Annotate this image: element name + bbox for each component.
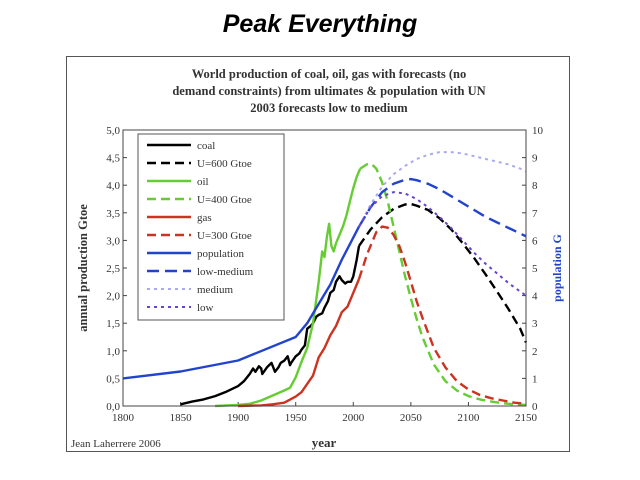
y-left-tick-label: 2,0 <box>106 291 120 303</box>
series-line-coal <box>180 245 361 406</box>
x-tick-label: 2050 <box>400 412 423 424</box>
y-left-tick-label: 2,5 <box>106 263 120 275</box>
legend: coal U=600 Gtoe oil U=400 Gtoe gas U=300 Gtoe… <box>137 133 285 321</box>
axis-ticks: 1800 1850 1900 1950 2000 2050 2100 21500,00,51,… <box>106 125 543 424</box>
series-lines <box>122 151 528 408</box>
x-tick-label: 2150 <box>515 412 538 424</box>
y-left-tick-label: 4,5 <box>106 153 120 165</box>
y-right-tick-label: 2 <box>532 346 538 358</box>
x-tick-label: 1950 <box>285 412 308 424</box>
y-right-tick-label: 0 <box>532 401 538 413</box>
chart-title-line-3: 2003 forecasts low to medium <box>250 101 408 115</box>
series-line-u-400-gtoe <box>359 162 527 407</box>
y-right-tick-label: 7 <box>532 208 538 220</box>
x-tick-label: 1900 <box>227 412 250 424</box>
y-right-tick-label: 4 <box>532 291 538 303</box>
legend-label-coal: coal <box>197 140 215 152</box>
y-right-tick-label: 10 <box>532 125 544 137</box>
series-line-u-300-gtoe <box>357 225 527 405</box>
slide-title: Peak Everything <box>222 10 418 38</box>
credit-text: Jean Laherrere 2006 <box>71 438 161 450</box>
y-left-tick-label: 5,0 <box>106 125 120 137</box>
legend-label-u-600-gtoe: U=600 Gtoe <box>197 158 252 170</box>
legend-label-low: low <box>197 302 214 314</box>
legend-label-u-400-gtoe: U=400 Gtoe <box>197 194 252 206</box>
y-right-tick-label: 3 <box>532 318 538 330</box>
legend-label-oil: oil <box>197 176 209 188</box>
y-left-tick-label: 4,0 <box>106 180 120 192</box>
series-line-oil <box>215 168 362 408</box>
x-tick-label: 2000 <box>342 412 365 424</box>
chart-frame: World production of coal, oil, gas with … <box>66 56 570 452</box>
y-right-tick-label: 9 <box>532 153 538 165</box>
series-line-gas <box>238 278 361 408</box>
y-left-tick-label: 3,0 <box>106 235 120 247</box>
y-right-tick-label: 8 <box>532 180 538 192</box>
legend-label-medium: medium <box>197 284 233 296</box>
y-left-tick-label: 1,0 <box>106 346 120 358</box>
x-tick-label: 2100 <box>457 412 480 424</box>
x-tick-label: 1800 <box>112 412 135 424</box>
y-left-tick-label: 0,0 <box>106 401 120 413</box>
y-left-tick-label: 3,5 <box>106 208 120 220</box>
series-line-medium <box>358 151 527 228</box>
y-right-tick-label: 1 <box>532 373 538 385</box>
y-right-axis-label: population G <box>550 234 564 302</box>
chart-title-line-2: demand constraints) from ultimates & pop… <box>172 84 485 98</box>
legend-label-low-medium: low-medium <box>197 266 254 278</box>
legend-label-population: population <box>197 248 245 260</box>
x-axis-label: year <box>312 435 337 450</box>
legend-label-gas: gas <box>197 212 212 224</box>
plot-area-border <box>122 129 527 407</box>
x-tick-label: 1850 <box>170 412 193 424</box>
y-left-tick-label: 1,5 <box>106 318 120 330</box>
chart-title-line-1: World production of coal, oil, gas with … <box>192 67 467 81</box>
y-right-tick-label: 5 <box>532 263 538 275</box>
y-left-axis-label: annual production Gtoe <box>76 204 90 332</box>
series-line-u-600-gtoe <box>358 202 528 343</box>
y-right-tick-label: 6 <box>532 235 538 247</box>
series-line-low <box>358 191 527 297</box>
chart-svg: World production of coal, oil, gas with … <box>71 67 564 450</box>
y-left-tick-label: 0,5 <box>106 373 120 385</box>
legend-label-u-300-gtoe: U=300 Gtoe <box>197 230 252 242</box>
series-line-population <box>122 226 361 380</box>
